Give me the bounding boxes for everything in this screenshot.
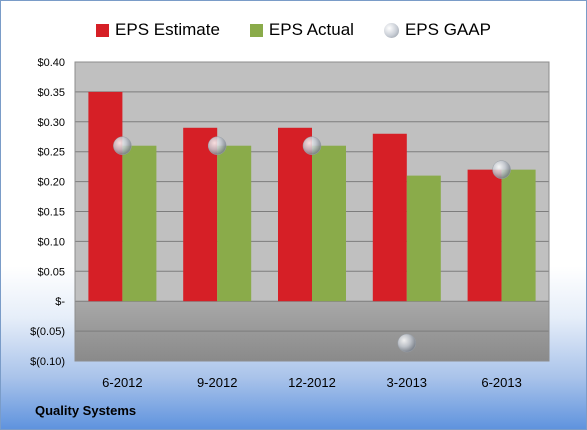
bar-eps-estimate bbox=[88, 91, 123, 302]
legend-label-eps-estimate: EPS Estimate bbox=[115, 20, 220, 39]
legend-item-eps-gaap: EPS GAAP bbox=[383, 20, 491, 40]
x-tick-label: 6-2012 bbox=[102, 375, 142, 390]
bar-eps-estimate bbox=[183, 127, 218, 302]
legend-item-eps-estimate: EPS Estimate bbox=[96, 20, 220, 40]
x-tick-label: 3-2013 bbox=[387, 375, 427, 390]
y-tick-label: $0.10 bbox=[37, 236, 65, 248]
x-tick-label: 9-2012 bbox=[197, 375, 237, 390]
x-tick-label: 12-2012 bbox=[288, 375, 336, 390]
x-tick-label: 6-2013 bbox=[481, 375, 521, 390]
point-eps-gaap bbox=[397, 333, 417, 353]
bar-eps-actual bbox=[406, 175, 441, 302]
y-tick-label: $0.20 bbox=[37, 177, 65, 189]
legend-swatch-eps-estimate bbox=[96, 23, 110, 37]
y-tick-label: $0.40 bbox=[37, 57, 65, 69]
y-tick-label: $0.35 bbox=[37, 87, 65, 99]
legend-label-eps-gaap: EPS GAAP bbox=[404, 20, 491, 39]
legend-label-eps-actual: EPS Actual bbox=[268, 20, 354, 39]
company-label: Quality Systems bbox=[35, 403, 137, 418]
point-eps-gaap bbox=[207, 136, 227, 155]
y-tick-label: $- bbox=[55, 296, 65, 308]
point-eps-gaap bbox=[113, 136, 132, 155]
y-tick-label: $(0.05) bbox=[30, 326, 65, 338]
point-eps-gaap bbox=[302, 136, 322, 155]
legend-swatch-eps-actual bbox=[249, 23, 263, 37]
bar-eps-actual bbox=[217, 145, 252, 302]
bar-eps-actual bbox=[501, 169, 536, 302]
y-tick-label: $0.30 bbox=[37, 117, 65, 129]
y-tick-label: $(0.10) bbox=[30, 356, 65, 368]
bar-eps-estimate bbox=[278, 127, 312, 302]
legend-item-eps-actual: EPS Actual bbox=[249, 20, 354, 40]
y-tick-label: $0.05 bbox=[37, 266, 65, 278]
bar-eps-estimate bbox=[467, 169, 502, 302]
bar-eps-actual bbox=[312, 145, 346, 302]
legend-swatch-eps-gaap bbox=[383, 22, 399, 38]
plot-border bbox=[74, 61, 550, 362]
y-tick-label: $0.15 bbox=[37, 207, 65, 219]
point-eps-gaap bbox=[492, 160, 511, 179]
bar-eps-estimate bbox=[372, 133, 407, 302]
bar-eps-actual bbox=[122, 145, 157, 302]
legend: EPS Estimate EPS Actual EPS GAAP bbox=[1, 15, 586, 45]
y-tick-label: $0.25 bbox=[37, 147, 65, 159]
